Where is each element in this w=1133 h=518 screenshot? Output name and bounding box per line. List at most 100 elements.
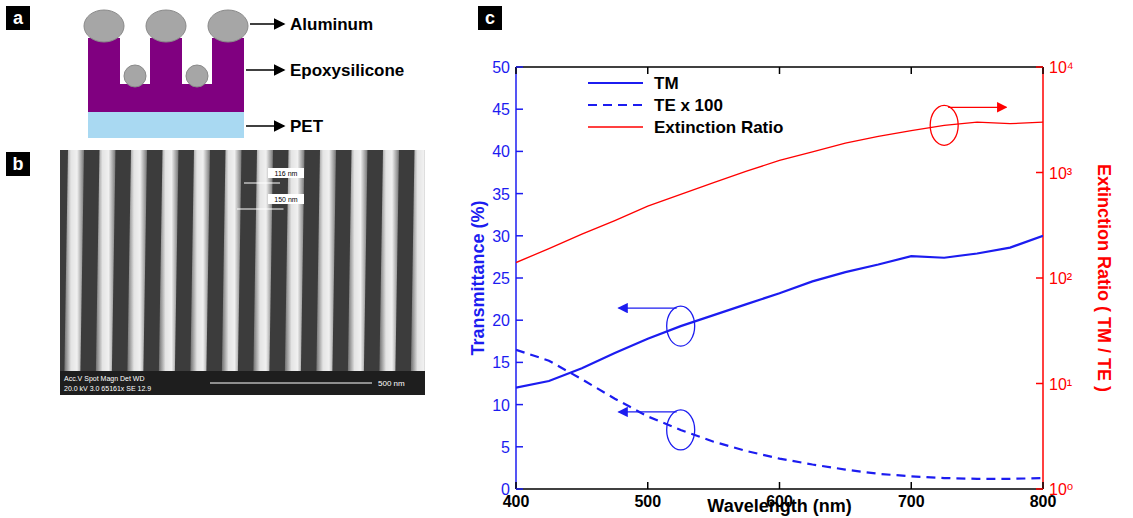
legend-label: TE x 100 — [654, 96, 723, 115]
y-tick — [516, 151, 523, 153]
y-axis-title: Transmittance (%) — [468, 200, 488, 355]
y-tick-label: 40 — [492, 143, 510, 160]
annotation-ellipse — [667, 306, 695, 346]
nanowire — [253, 150, 273, 395]
annotation-arrow — [619, 307, 677, 308]
y-tick-label: 5 — [501, 439, 510, 456]
series-line — [516, 122, 1043, 262]
y-tick-label: 0 — [501, 481, 510, 498]
layer-label: Aluminum — [290, 15, 373, 34]
y2-tick-label: 10² — [1049, 270, 1073, 287]
x-tick — [779, 482, 781, 489]
nanowire — [348, 150, 368, 395]
nanowire — [379, 150, 399, 395]
y2-tick — [1036, 277, 1043, 279]
nanowire — [222, 150, 242, 395]
series-line — [516, 236, 1043, 388]
annotation-ellipse — [930, 105, 958, 145]
panel-letter-box — [478, 6, 502, 30]
aluminum-top — [146, 10, 186, 42]
measurement-box — [268, 168, 304, 178]
sem-stripes — [64, 150, 425, 395]
x-tick — [911, 482, 913, 489]
x-tick — [647, 482, 649, 489]
label-arrow — [250, 23, 284, 25]
aluminum-top — [208, 10, 248, 42]
aluminum-bottom — [124, 65, 146, 87]
y-tick-label: 20 — [492, 312, 510, 329]
measurement-line — [244, 183, 280, 184]
panel-letter-box — [6, 6, 30, 30]
y-tick-label: 30 — [492, 228, 510, 245]
nanowire — [190, 150, 210, 395]
x-tick-top — [779, 67, 781, 74]
legend-swatch — [588, 126, 643, 127]
nanowire — [96, 150, 116, 395]
schematic: Aluminum Epoxysilicone PET — [84, 10, 404, 138]
legend-swatch — [588, 82, 643, 84]
legend-label: Extinction Ratio — [654, 118, 783, 137]
y2-tick-label: 10⁴ — [1049, 59, 1074, 76]
legend-swatch — [588, 104, 643, 106]
label-arrow — [246, 69, 284, 71]
layer-label: PET — [290, 117, 324, 136]
y-tick-label: 10 — [492, 397, 510, 414]
axis-annotations — [619, 105, 1007, 450]
sem-info: Acc.V Spot Magn Det WD — [64, 375, 145, 383]
y-tick — [516, 235, 523, 237]
info-bar — [60, 371, 425, 395]
label-arrow — [246, 125, 284, 127]
y-tick-label: 35 — [492, 186, 510, 203]
y-tick — [516, 488, 523, 490]
y2-tick-label: 10⁰ — [1049, 481, 1073, 498]
nanowire — [159, 150, 179, 395]
sem-info: 20.0 kV 3.0 65161x SE 12.9 — [64, 385, 151, 392]
scale-bar-label: 500 nm — [378, 379, 405, 388]
y-tick — [516, 108, 523, 110]
y-tick-label: 15 — [492, 354, 510, 371]
measurement-label: 116 nm — [275, 170, 298, 177]
nanowire — [411, 150, 426, 395]
y-tick — [516, 277, 523, 279]
x-tick-label: 500 — [634, 493, 661, 510]
y-tick-label: 25 — [492, 270, 510, 287]
y-tick — [516, 66, 523, 68]
nanowire — [64, 150, 84, 395]
y2-tick-label: 10³ — [1049, 165, 1073, 182]
chart: 4005006007008000510152025303540455010⁰10… — [468, 59, 1114, 516]
y-tick-label: 50 — [492, 59, 510, 76]
measurement-line — [237, 209, 284, 210]
annotation-ellipse — [667, 410, 695, 450]
x-tick-top — [647, 67, 649, 74]
x-tick-label: 700 — [898, 493, 925, 510]
x-tick-top — [1042, 67, 1044, 74]
series-line — [516, 350, 1043, 479]
panel-letter: b — [13, 154, 24, 174]
panel-letter-box — [6, 152, 30, 176]
measurement-label: 150 nm — [274, 196, 298, 203]
annotation-arrow — [948, 107, 1006, 108]
y-tick — [516, 404, 523, 406]
nanowire — [285, 150, 305, 395]
y2-tick — [1036, 383, 1043, 385]
y2-tick-label: 10¹ — [1049, 376, 1072, 393]
legend-label: TM — [654, 74, 679, 93]
layer-label: Epoxysilicone — [290, 61, 404, 80]
y2-tick — [1036, 172, 1043, 174]
legend: TM TE x 100 Extinction Ratio — [588, 74, 783, 137]
y2-tick — [1036, 66, 1043, 68]
scale-bar — [210, 383, 372, 384]
y2-tick — [1036, 488, 1043, 490]
pet-layer — [88, 112, 244, 138]
y2-axis-title: Extinction Ratio ( TM / TE ) — [1094, 164, 1114, 392]
aluminum-top — [84, 10, 124, 42]
figure: abcAluminumEpoxysiliconePETAcc.V Spot Ma… — [0, 0, 1133, 518]
x-tick-top — [911, 67, 913, 74]
aluminum-bottom — [186, 65, 208, 87]
measurement-box — [268, 194, 304, 204]
sem-image: Acc.V Spot Magn Det WD 20.0 kV 3.0 65161x… — [60, 150, 431, 395]
y-tick-label: 45 — [492, 101, 510, 118]
sem-background — [60, 150, 425, 395]
series-group — [516, 122, 1043, 479]
x-axis-title: Wavelength (nm) — [707, 496, 851, 516]
